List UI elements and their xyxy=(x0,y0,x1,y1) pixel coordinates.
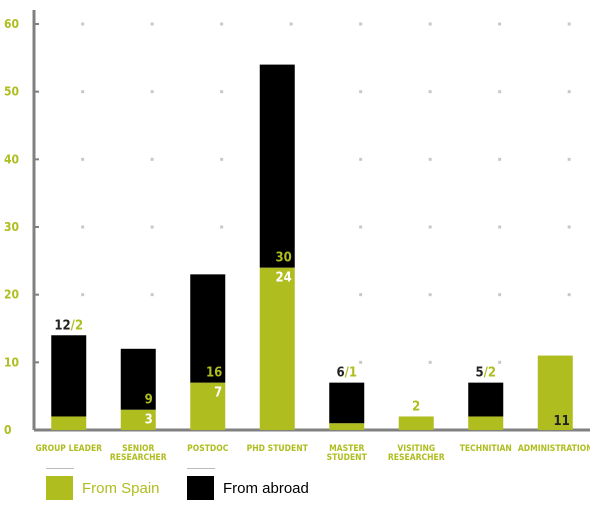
data-label: 5/2 xyxy=(475,366,496,381)
grid-dot xyxy=(150,293,154,297)
bar-from-abroad xyxy=(190,274,226,383)
legend-rule xyxy=(46,468,74,469)
y-tick-label: 30 xyxy=(4,220,19,234)
category-label: TECHNITIAN xyxy=(460,444,512,454)
data-label-abroad: 30 xyxy=(275,251,291,266)
y-tick-label: 60 xyxy=(4,17,19,31)
data-label-spain: 3 xyxy=(145,413,153,428)
category-label: VISITING xyxy=(397,444,435,454)
grid-dot xyxy=(81,157,85,161)
grid-dot xyxy=(498,225,502,229)
legend-item-spain: From Spain xyxy=(46,468,160,500)
data-label: 12/2 xyxy=(54,318,83,333)
category-label: GROUP LEADER xyxy=(35,444,102,454)
grid-dot xyxy=(359,157,363,161)
grid-dot xyxy=(428,225,432,229)
category-label: PHD STUDENT xyxy=(247,444,309,454)
category-label: SENIOR xyxy=(122,444,154,454)
grid-dot xyxy=(567,293,571,297)
grid-dot xyxy=(81,293,85,297)
data-label-abroad: 9 xyxy=(145,393,153,408)
bars xyxy=(51,64,573,430)
y-tick-label: 0 xyxy=(4,423,12,437)
legend-label-spain: From Spain xyxy=(82,479,160,497)
bar-from-spain xyxy=(120,409,156,430)
grid-dot xyxy=(428,22,432,26)
legend-rule xyxy=(187,468,215,469)
grid-dot xyxy=(81,22,85,26)
data-label-spain: 7 xyxy=(214,386,222,401)
grid-dot xyxy=(428,90,432,94)
data-label-abroad: 16 xyxy=(206,366,222,381)
data-labels: 12/2 9 3 16 7 30 24 6/1 2 5/2 11 xyxy=(54,251,569,429)
bar-from-spain xyxy=(468,416,504,430)
legend-label-abroad: From abroad xyxy=(223,479,309,497)
y-tick-label: 10 xyxy=(4,355,19,369)
grid-dot xyxy=(359,225,363,229)
bar-from-spain xyxy=(398,416,434,430)
bar-from-spain xyxy=(51,416,87,430)
grid-dot xyxy=(498,157,502,161)
bar-from-spain xyxy=(259,267,295,430)
y-tick-label: 50 xyxy=(4,85,19,99)
bar-from-abroad xyxy=(120,348,156,410)
stacked-bar-chart: 0 10 20 30 40 50 60 12/2 9 3 16 7 30 24 6/1 2 5/2 11 GRO… xyxy=(4,10,590,463)
category-label: MASTER xyxy=(329,444,364,454)
grid-dot xyxy=(220,157,224,161)
data-label: 2 xyxy=(412,399,420,414)
axes: 0 10 20 30 40 50 60 xyxy=(4,10,590,437)
grid-dot xyxy=(150,90,154,94)
grid-dot xyxy=(567,225,571,229)
bar-from-abroad xyxy=(329,382,365,424)
bar-from-abroad xyxy=(51,335,87,417)
category-label: ADMINISTRATION xyxy=(518,444,590,454)
category-label: RESEARCHER xyxy=(110,453,167,463)
grid-dot xyxy=(359,293,363,297)
category-label: STUDENT xyxy=(327,453,368,463)
grid-dot xyxy=(428,293,432,297)
grid-dot xyxy=(498,360,502,364)
category-label: RESEARCHER xyxy=(388,453,445,463)
y-tick-label: 40 xyxy=(4,152,19,166)
grid-dot xyxy=(289,22,293,26)
grid-dot xyxy=(567,90,571,94)
grid-dot xyxy=(81,90,85,94)
grid-dot xyxy=(81,225,85,229)
legend-item-abroad: From abroad xyxy=(187,468,309,500)
grid-dot xyxy=(567,22,571,26)
grid-dot xyxy=(359,22,363,26)
data-label-spain: 11 xyxy=(553,414,569,429)
bar-from-abroad xyxy=(468,382,504,417)
grid-dot xyxy=(220,22,224,26)
grid-dot xyxy=(150,157,154,161)
bar-from-spain xyxy=(190,382,226,430)
grid-dot xyxy=(498,90,502,94)
grid-dot xyxy=(498,293,502,297)
legend-swatch-abroad xyxy=(187,476,214,500)
data-label: 6/1 xyxy=(336,366,357,381)
grid-dot xyxy=(428,157,432,161)
y-tick-label: 20 xyxy=(4,288,19,302)
bar-from-spain xyxy=(329,423,365,430)
bar-from-abroad xyxy=(259,64,295,268)
grid-dot xyxy=(150,225,154,229)
grid-dot xyxy=(150,22,154,26)
grid-dot xyxy=(428,360,432,364)
bar-from-spain xyxy=(537,355,573,430)
grid-dot xyxy=(498,22,502,26)
data-label-spain: 24 xyxy=(275,271,291,286)
grid-dot xyxy=(220,90,224,94)
grid-dot xyxy=(567,157,571,161)
legend-swatch-spain xyxy=(46,476,73,500)
category-label: POSTDOC xyxy=(187,444,229,454)
grid-dot xyxy=(359,360,363,364)
grid-dot xyxy=(359,90,363,94)
grid-dot xyxy=(220,225,224,229)
